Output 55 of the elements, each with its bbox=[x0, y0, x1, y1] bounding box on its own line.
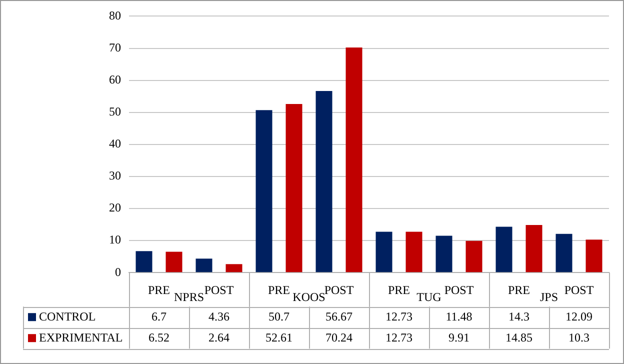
data-label: 14.85 bbox=[506, 330, 532, 344]
data-label: 70.24 bbox=[326, 330, 352, 344]
bar bbox=[256, 110, 272, 272]
x-tick-label: PRE bbox=[148, 282, 170, 297]
x-tick-label: PRE bbox=[268, 282, 290, 297]
y-tick-label: 40 bbox=[109, 136, 121, 151]
data-label: 2.64 bbox=[208, 330, 230, 344]
data-label: 12.73 bbox=[386, 309, 412, 324]
bar bbox=[466, 240, 482, 272]
y-tick-label: 50 bbox=[109, 104, 121, 119]
bar bbox=[316, 90, 332, 272]
x-tick-label: POST bbox=[564, 282, 594, 297]
y-tick-label: 0 bbox=[115, 264, 121, 279]
x-tick-label: PRE bbox=[508, 282, 530, 297]
bar bbox=[436, 236, 452, 272]
legend-label: CONTROL bbox=[39, 309, 96, 324]
data-label: 4.36 bbox=[208, 309, 230, 324]
x-tick-label: PRE bbox=[388, 282, 410, 297]
bar bbox=[286, 104, 302, 272]
y-tick-label: 30 bbox=[109, 168, 121, 183]
x-tick-label: POST bbox=[204, 282, 234, 297]
data-label: 10.3 bbox=[568, 330, 590, 344]
legend-label: EXPRIMENTAL bbox=[39, 330, 123, 344]
data-label: 6.7 bbox=[152, 309, 166, 324]
bar bbox=[496, 226, 512, 272]
bar bbox=[226, 264, 242, 272]
data-label: 6.52 bbox=[148, 330, 170, 344]
y-tick-label: 20 bbox=[109, 200, 121, 215]
text: KOOS bbox=[292, 290, 326, 304]
bar bbox=[196, 258, 212, 272]
data-label: 12.73 bbox=[386, 330, 412, 344]
text: NPRS bbox=[174, 290, 204, 304]
data-label: 12.09 bbox=[566, 309, 592, 324]
data-label: 11.48 bbox=[446, 309, 472, 324]
y-tick-label: 70 bbox=[109, 40, 121, 54]
data-label: 14.3 bbox=[508, 309, 530, 324]
bar bbox=[166, 252, 182, 272]
bar bbox=[526, 225, 542, 272]
bar bbox=[376, 232, 392, 272]
text: TUG bbox=[416, 290, 442, 304]
bar bbox=[406, 232, 422, 272]
data-label: 50.7 bbox=[268, 309, 290, 324]
bar bbox=[556, 234, 572, 272]
data-label: 9.91 bbox=[448, 330, 470, 344]
x-tick-label: POST bbox=[444, 282, 474, 297]
y-tick-label: 10 bbox=[109, 232, 121, 247]
text: JPS bbox=[540, 290, 558, 304]
bar bbox=[136, 251, 152, 272]
y-tick-label: 80 bbox=[109, 8, 121, 22]
y-tick-label: 60 bbox=[109, 72, 121, 86]
bar bbox=[586, 240, 602, 272]
x-tick-label: POST bbox=[324, 282, 354, 297]
data-label: 52.61 bbox=[266, 330, 292, 344]
data-label: 56.67 bbox=[326, 309, 352, 324]
bar bbox=[346, 47, 362, 272]
